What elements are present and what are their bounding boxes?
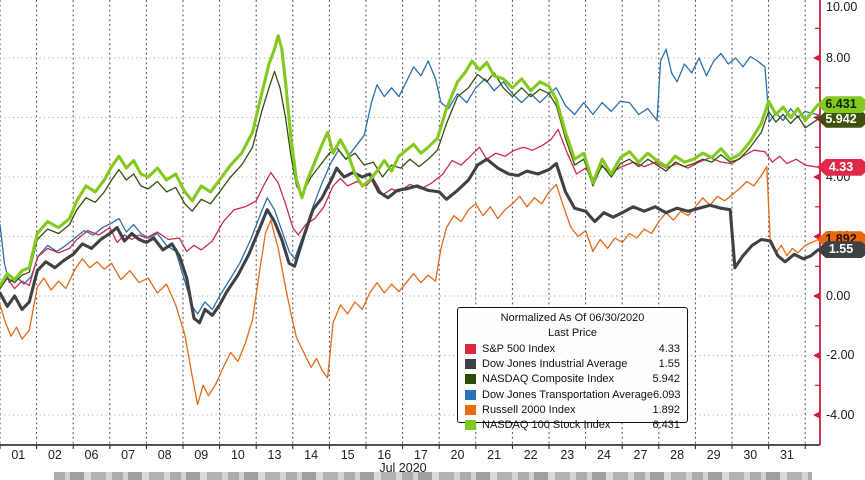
legend-item-value: 6.093: [653, 388, 681, 401]
x-axis-tick-label: 30: [743, 448, 758, 462]
price-badge-5.942: 5.942: [817, 110, 865, 128]
price-badge-1.55: 1.55: [817, 241, 865, 259]
x-axis-tick-label: 27: [633, 448, 648, 462]
legend-item-label: Dow Jones Industrial Average: [482, 357, 628, 370]
x-axis-tick-label: 20: [450, 448, 465, 462]
legend-item-label: S&P 500 Index: [482, 342, 556, 355]
x-axis-tick-label: 21: [487, 448, 502, 462]
x-axis-tick-label: 29: [706, 448, 721, 462]
series-line-s-p-500-index: [0, 128, 819, 290]
y-axis-tick-label: -4.00: [826, 407, 855, 422]
x-axis-tick-label: 10: [230, 448, 245, 462]
series-line-dow-jones-transportation-average: [0, 48, 819, 315]
x-axis-tick-label: 14: [304, 448, 319, 462]
y-axis: [813, 0, 821, 445]
series-line-dow-jones-industrial-average: [0, 157, 820, 325]
legend-item: Dow Jones Transportation Average 6.093: [465, 387, 681, 402]
x-axis-tick-label: 22: [523, 448, 538, 462]
legend-swatch-icon: [465, 404, 476, 415]
legend-item-value: 5.942: [652, 373, 680, 386]
legend-item-label: Russell 2000 Index: [482, 403, 576, 416]
legend-item-label: NASDAQ Composite Index: [482, 373, 615, 386]
x-axis-tick-label: 23: [560, 448, 575, 462]
legend-item: NASDAQ 100 Stock Index 6.431: [465, 417, 680, 432]
price-badge-4.33: 4.33: [817, 158, 865, 176]
legend-swatch-icon: [465, 358, 476, 369]
y-axis-tick-label: -2.00: [826, 348, 855, 362]
x-axis-tick-label: 15: [340, 448, 355, 462]
legend-item-value: 4.33: [658, 342, 680, 355]
legend-item: S&P 500 Index 4.33: [465, 341, 680, 356]
legend-item-value: 1.892: [652, 403, 680, 416]
x-axis-tick-label: 01: [11, 448, 26, 462]
legend-item: Russell 2000 Index 1.892: [465, 402, 680, 417]
x-axis-tick-label: 28: [670, 448, 685, 462]
x-axis-tick-label: 06: [84, 448, 99, 462]
legend-swatch-icon: [465, 374, 476, 385]
x-axis: [0, 444, 820, 449]
legend-swatch-icon: [465, 389, 476, 400]
legend-item: NASDAQ Composite Index 5.942: [465, 372, 680, 387]
y-axis-tick-label: 8.00: [826, 50, 851, 65]
legend-item: Dow Jones Industrial Average 1.55: [465, 356, 680, 371]
x-axis-tick-label: 09: [194, 448, 209, 462]
series-line-russell-2000-index: [0, 165, 819, 406]
x-axis-tick-label: 31: [779, 448, 794, 462]
legend-subtitle: Last Price: [548, 327, 597, 339]
legend-title: Normalized As Of 06/30/2020: [500, 312, 645, 324]
y-axis-tick-label: 0.00: [826, 288, 851, 303]
legend-item-label: Dow Jones Transportation Average: [482, 388, 654, 401]
legend-item-value: 6.431: [652, 419, 680, 432]
x-axis-tick-label: 02: [47, 448, 62, 462]
x-axis-tick-label: 16: [377, 448, 392, 462]
legend-swatch-icon: [465, 343, 476, 354]
x-axis-tick-label: 24: [596, 448, 611, 462]
legend-item-label: NASDAQ 100 Stock Index: [482, 419, 611, 432]
legend-box: Normalized As Of 06/30/2020 Last Price S…: [457, 307, 688, 431]
price-badge-6.431: 6.431: [817, 96, 865, 114]
x-axis-tick-label: 17: [413, 448, 428, 462]
footer-strip: [54, 472, 812, 480]
x-axis-tick-label: 13: [267, 448, 282, 462]
x-axis-tick-label: 08: [157, 448, 172, 462]
legend-swatch-icon: [465, 420, 476, 431]
x-axis-tick-label: 07: [121, 448, 136, 462]
series-line-nasdaq-composite-index: [0, 70, 819, 290]
series-line-nasdaq-100-stock-index: [0, 34, 820, 288]
series-lines: [0, 34, 820, 406]
legend-item-value: 1.55: [658, 357, 680, 370]
x-axis-month-label: Jul 2020: [379, 461, 427, 475]
y-axis-tick-label: 10.00: [826, 0, 858, 14]
